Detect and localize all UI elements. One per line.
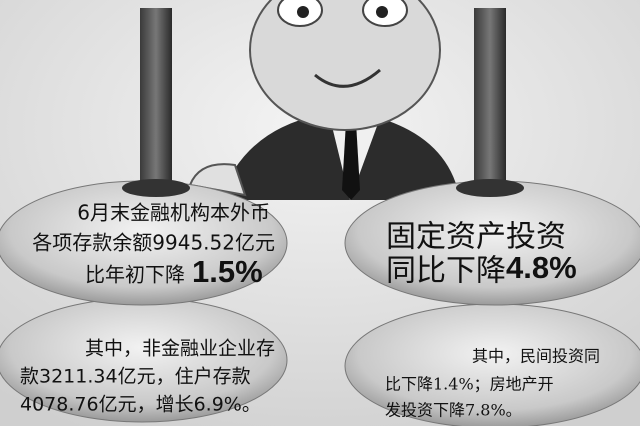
right-hole — [456, 179, 524, 197]
left-top-lead: 比年初下降 — [85, 263, 185, 287]
left-top-line: 各项存款余额9945.52亿元 — [32, 231, 275, 255]
right-top-lead: 同比下降 — [386, 254, 506, 289]
left-hole — [122, 179, 190, 197]
right-pole — [474, 8, 506, 198]
right-bottom-line: 比下降1.4%；房地产开 — [385, 375, 554, 394]
cartoon-man — [188, 0, 460, 200]
left-top-line: 6月末金融机构本外币 — [77, 201, 270, 225]
right-bottom-line: 发投资下降7.8%。 — [385, 401, 522, 420]
left-pole — [140, 8, 172, 198]
left-bottom-line: 4078.76亿元，增长6.9%。 — [20, 394, 261, 416]
left-bottom-line: 其中，非金融业企业存 — [85, 338, 275, 360]
right-top-figure: 4.8% — [506, 250, 577, 285]
left-bottom-line: 款3211.34亿元，住户存款 — [20, 366, 251, 388]
left-top-figure: 1.5% — [192, 254, 263, 289]
right-bottom-line: 其中，民间投资同 — [472, 347, 600, 366]
right-top-line: 固定资产投资 — [386, 220, 566, 255]
